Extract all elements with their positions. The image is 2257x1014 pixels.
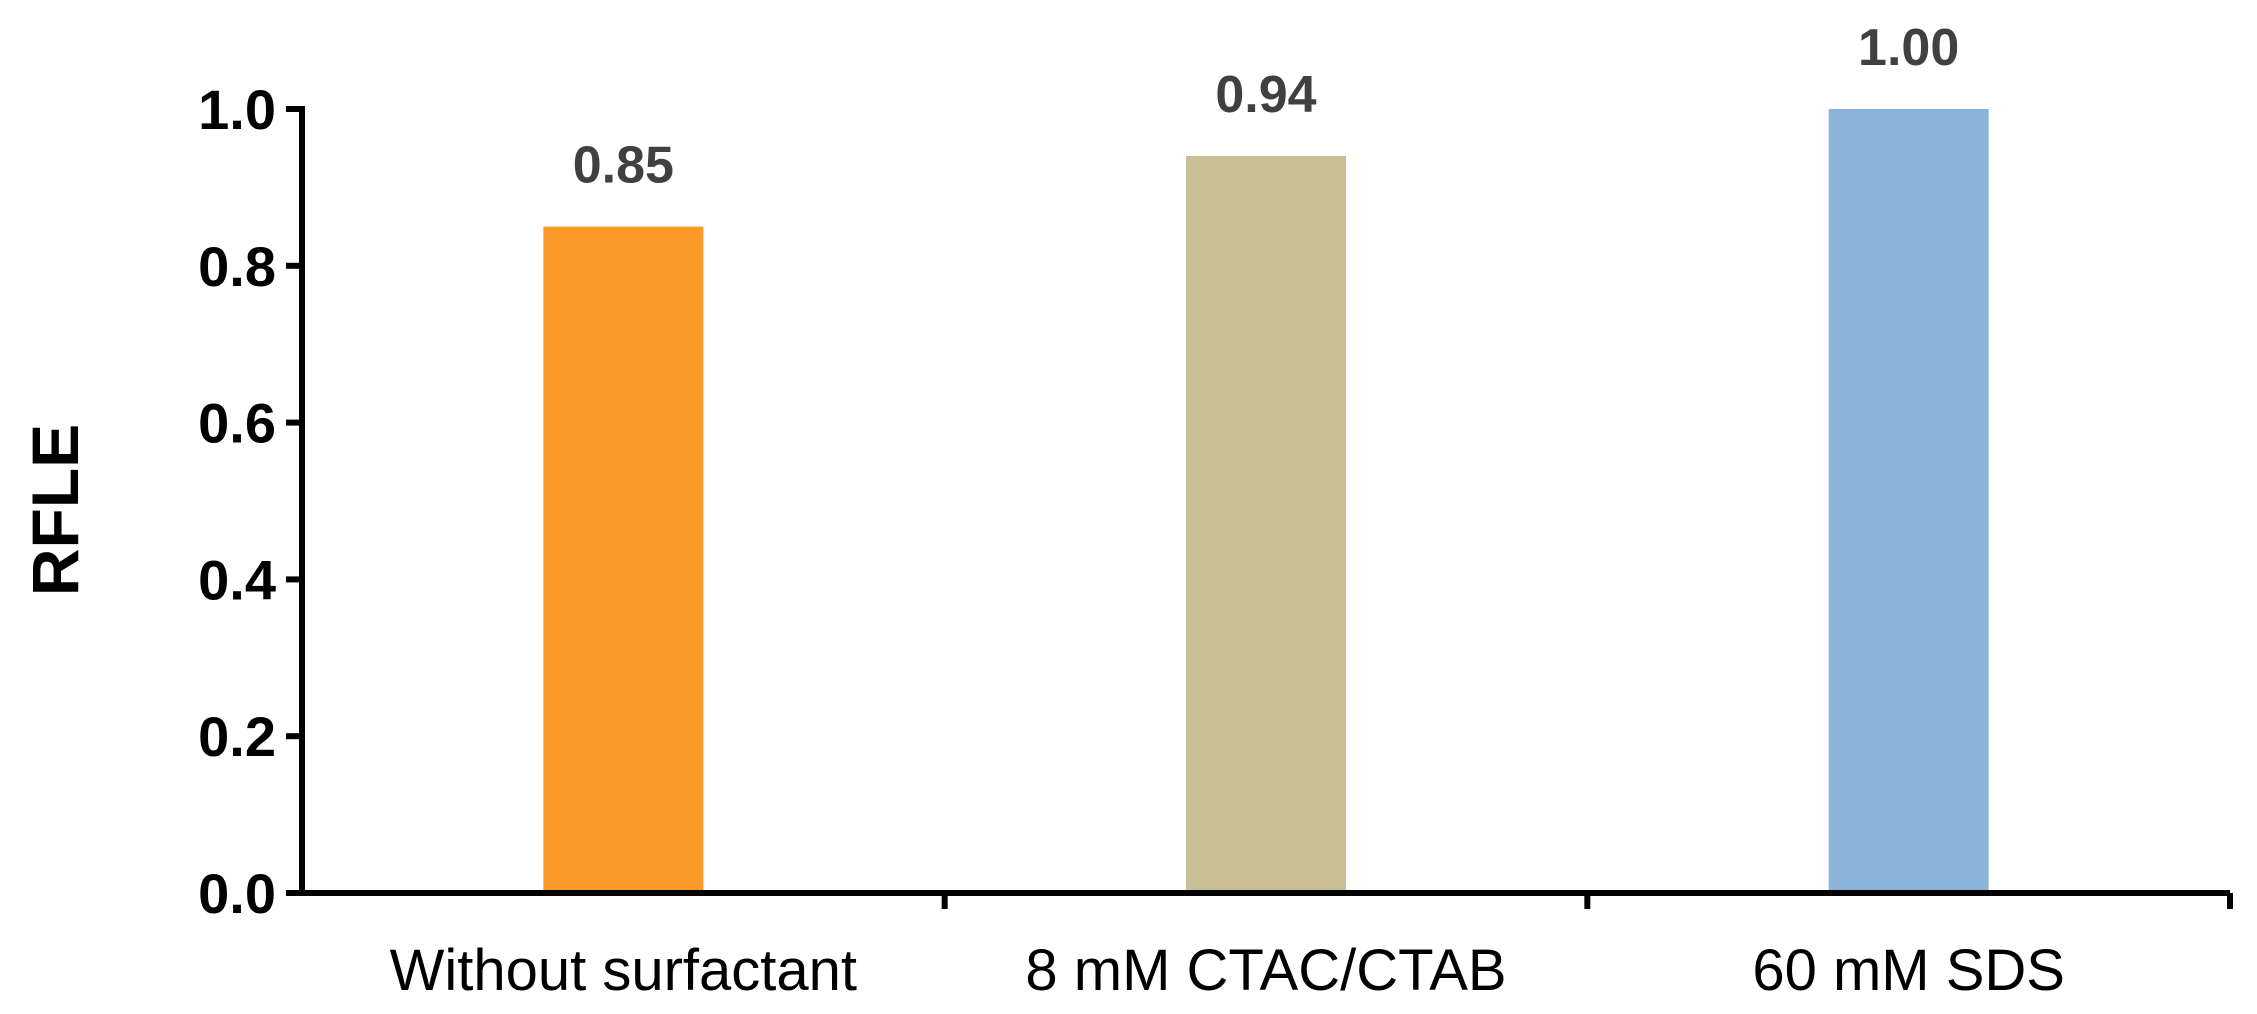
y-tick-label: 0.8: [198, 235, 276, 298]
data-label: 1.00: [1858, 19, 1959, 77]
y-tick-label: 0.0: [198, 862, 276, 925]
y-tick-label: 0.4: [198, 548, 276, 611]
y-tick-label: 0.2: [198, 705, 276, 768]
x-tick-label: 8 mM CTAC/CTAB: [1025, 938, 1506, 1003]
bar: [1186, 156, 1346, 891]
y-tick-label: 0.6: [198, 392, 276, 455]
y-axis-title: RFLE: [18, 424, 92, 596]
bar: [1828, 109, 1989, 890]
y-tick-label: 1.0: [198, 78, 276, 141]
x-tick-label: Without surfactant: [390, 938, 857, 1003]
x-axis: Without surfactant 8 mM CTAC/CTAB 60 mM SD…: [286, 890, 2233, 1003]
y-axis: 0.0 0.2 0.4 0.6 0.8 1.0: [198, 78, 305, 925]
x-tick-label: 60 mM SDS: [1752, 938, 2065, 1003]
data-labels-group: 0.85 0.94 1.00: [573, 19, 1960, 195]
bar: [543, 226, 704, 891]
data-label: 0.94: [1215, 66, 1316, 124]
data-label: 0.85: [573, 137, 674, 195]
bars-group: [543, 109, 1989, 891]
